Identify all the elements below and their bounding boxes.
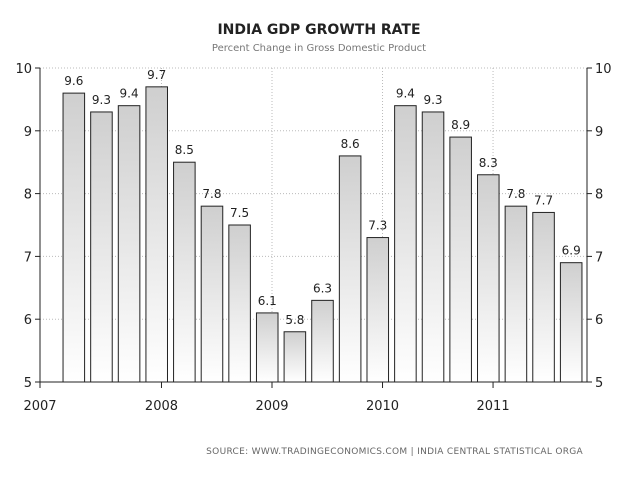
chart-subtitle: Percent Change in Gross Domestic Product	[212, 43, 426, 54]
y-tick-label-right: 10	[595, 62, 612, 77]
bar	[90, 111, 113, 383]
data-label: 7.8	[506, 187, 525, 201]
data-label: 8.9	[451, 118, 470, 132]
data-label: 5.8	[285, 313, 304, 327]
bar	[228, 224, 251, 383]
data-label: 8.6	[341, 137, 360, 151]
data-label: 6.3	[313, 281, 332, 295]
x-tick-label: 2011	[477, 399, 510, 414]
bar	[559, 262, 583, 383]
y-tick-label-right: 8	[595, 188, 603, 203]
data-label: 6.1	[258, 294, 277, 308]
source-note: SOURCE: WWW.TRADINGECONOMICS.COM | INDIA…	[206, 447, 583, 457]
data-label: 7.5	[230, 206, 249, 220]
data-label: 9.3	[92, 93, 111, 107]
y-tick-label-right: 9	[595, 125, 603, 140]
bar	[366, 237, 390, 383]
data-label: 8.5	[175, 143, 194, 157]
bar	[311, 299, 334, 383]
data-label: 7.7	[534, 193, 553, 207]
data-label: 7.8	[202, 187, 221, 201]
y-tick-label-right: 5	[595, 376, 603, 391]
bar	[117, 105, 141, 383]
y-tick-label-left: 8	[24, 188, 32, 203]
bar	[394, 105, 417, 383]
bar	[449, 136, 472, 383]
bar	[255, 312, 279, 383]
x-tick-label: 2008	[145, 399, 178, 414]
bar	[145, 86, 168, 383]
x-tick-label: 2007	[23, 399, 56, 414]
data-label: 7.3	[368, 219, 387, 233]
bar	[62, 92, 86, 383]
axis-layer: 5 5 6 6 7 7 8 8 9 9 10 10 2007 2008 2009 2010 2011	[15, 62, 611, 414]
bars-layer: 9.6 9.3 9.4 9.7 8.5 7.8 7.5 6.1 5.8 6.3 8.6 7.3 9.4 9…	[62, 68, 583, 383]
bar	[477, 174, 500, 383]
bar	[504, 205, 528, 383]
data-label: 9.4	[120, 87, 139, 101]
bar	[173, 161, 196, 383]
bar	[283, 331, 307, 383]
x-tick-label: 2010	[366, 399, 399, 414]
y-tick-label-right: 6	[595, 313, 603, 328]
y-tick-label-left: 10	[15, 62, 32, 77]
y-tick-label-left: 5	[24, 376, 32, 391]
y-tick-label-right: 7	[595, 250, 603, 265]
y-tick-label-left: 6	[24, 313, 32, 328]
data-label: 9.7	[147, 68, 166, 82]
data-label: 9.3	[423, 93, 442, 107]
bar	[200, 205, 224, 383]
data-label: 9.6	[64, 74, 83, 88]
data-label: 6.9	[562, 244, 581, 258]
bar	[421, 111, 445, 383]
data-label: 9.4	[396, 87, 415, 101]
bar	[532, 211, 555, 383]
chart-title: INDIA GDP GROWTH RATE	[217, 22, 420, 38]
x-tick-label: 2009	[255, 399, 288, 414]
y-tick-label-left: 7	[24, 250, 32, 265]
y-tick-label-left: 9	[24, 125, 32, 140]
bar	[338, 155, 362, 383]
data-label: 8.3	[479, 156, 498, 170]
